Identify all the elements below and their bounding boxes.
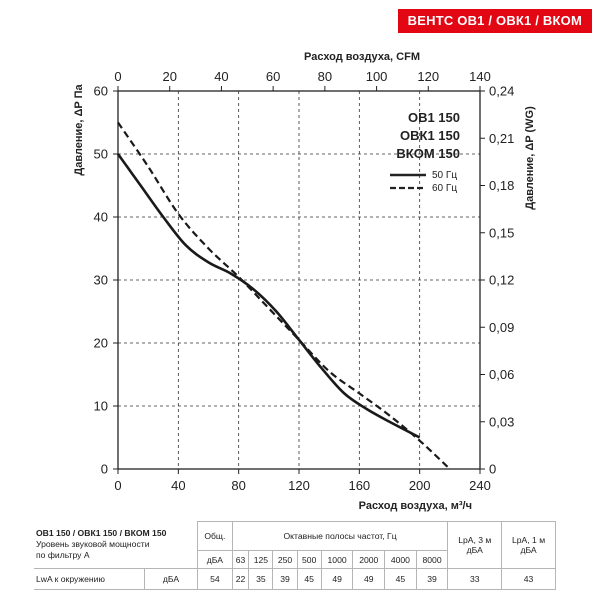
sound-table: ОВ1 150 / ОВК1 150 / ВКОМ 150 Уровень зву… bbox=[34, 521, 556, 590]
freq-4000: 4000 bbox=[384, 550, 417, 569]
model-line-2: ОВК1 150 bbox=[400, 128, 460, 143]
x2-tick-label: 80 bbox=[318, 69, 332, 84]
x2-axis-label: Расход воздуха, CFM bbox=[304, 51, 420, 63]
y2-tick-label: 0,03 bbox=[489, 414, 514, 429]
x-tick-label: 240 bbox=[469, 478, 491, 493]
unit-cell: дБА bbox=[197, 550, 233, 569]
val-4000: 45 bbox=[384, 568, 417, 590]
freq-500: 500 bbox=[296, 550, 322, 569]
y-tick-label: 0 bbox=[101, 462, 108, 477]
x2-tick-label: 120 bbox=[417, 69, 439, 84]
legend-60hz-label: 60 Гц bbox=[432, 183, 457, 194]
y2-tick-label: 0 bbox=[489, 462, 496, 477]
freq-8000: 8000 bbox=[415, 550, 449, 569]
freq-63: 63 bbox=[231, 550, 250, 569]
y-axis-label: Давление, ΔP Па bbox=[73, 83, 85, 175]
val-125: 35 bbox=[248, 568, 274, 590]
x2-tick-label: 40 bbox=[214, 69, 228, 84]
y2-tick-label: 0,24 bbox=[489, 84, 514, 99]
y2-tick-label: 0,21 bbox=[489, 131, 514, 146]
model-line-1: ОВ1 150 bbox=[408, 110, 460, 125]
col-octave: Октавные полосы частот, Гц bbox=[231, 521, 449, 551]
table-title-cell: ОВ1 150 / ОВК1 150 / ВКОМ 150 Уровень зву… bbox=[34, 521, 198, 569]
x2-tick-label: 60 bbox=[266, 69, 280, 84]
val-2000: 49 bbox=[352, 568, 386, 590]
x-tick-label: 80 bbox=[231, 478, 245, 493]
x-tick-label: 120 bbox=[288, 478, 310, 493]
y2-tick-label: 0,18 bbox=[489, 178, 514, 193]
series-50hz-line bbox=[116, 153, 421, 439]
y-tick-label: 50 bbox=[94, 147, 108, 162]
y2-tick-label: 0,09 bbox=[489, 320, 514, 335]
x2-tick-label: 100 bbox=[366, 69, 388, 84]
x-tick-label: 160 bbox=[348, 478, 370, 493]
y-tick-label: 30 bbox=[94, 273, 108, 288]
y2-axis-label: Давление, ΔP (WG) bbox=[524, 106, 536, 210]
x-tick-label: 200 bbox=[409, 478, 431, 493]
x-tick-label: 40 bbox=[171, 478, 185, 493]
y2-tick-label: 0,15 bbox=[489, 225, 514, 240]
freq-250: 250 bbox=[272, 550, 298, 569]
val-1000: 49 bbox=[320, 568, 354, 590]
series-60hz-line bbox=[117, 121, 451, 470]
freq-2000: 2000 bbox=[352, 550, 386, 569]
grid bbox=[118, 91, 480, 469]
freq-1000: 1000 bbox=[320, 550, 354, 569]
col-lpa1: LpA, 1 м дБА bbox=[501, 521, 556, 569]
col-total: Общ. bbox=[197, 521, 233, 551]
val-lpa1: 43 bbox=[501, 568, 556, 590]
x2-tick-label: 20 bbox=[162, 69, 176, 84]
val-lpa3: 33 bbox=[447, 568, 503, 590]
model-line-3: ВКОМ 150 bbox=[396, 146, 460, 161]
y2-tick-label: 0,12 bbox=[489, 273, 514, 288]
freq-125: 125 bbox=[248, 550, 274, 569]
y-tick-label: 20 bbox=[94, 336, 108, 351]
x2-tick-label: 140 bbox=[469, 69, 491, 84]
val-500: 45 bbox=[296, 568, 322, 590]
product-badge: ВЕНТС ОВ1 / ОВК1 / ВКОМ bbox=[397, 9, 592, 33]
val-63: 22 bbox=[231, 568, 250, 590]
col-lpa3: LpA, 3 м дБА bbox=[447, 521, 503, 569]
val-total: 54 bbox=[197, 568, 233, 590]
row-unit: дБА bbox=[144, 568, 198, 590]
y-tick-label: 60 bbox=[94, 84, 108, 99]
val-8000: 39 bbox=[415, 568, 449, 590]
val-250: 39 bbox=[272, 568, 298, 590]
x2-tick-label: 0 bbox=[114, 69, 121, 84]
row-label: LwA к окружению bbox=[34, 568, 145, 590]
y-tick-label: 40 bbox=[94, 210, 108, 225]
y-tick-label: 10 bbox=[94, 399, 108, 414]
y2-tick-label: 0,06 bbox=[489, 367, 514, 382]
x-tick-label: 0 bbox=[114, 478, 121, 493]
series-lines bbox=[116, 121, 451, 470]
legend-50hz-label: 50 Гц bbox=[432, 170, 457, 181]
x-axis-label: Расход воздуха, м³/ч bbox=[359, 500, 472, 512]
